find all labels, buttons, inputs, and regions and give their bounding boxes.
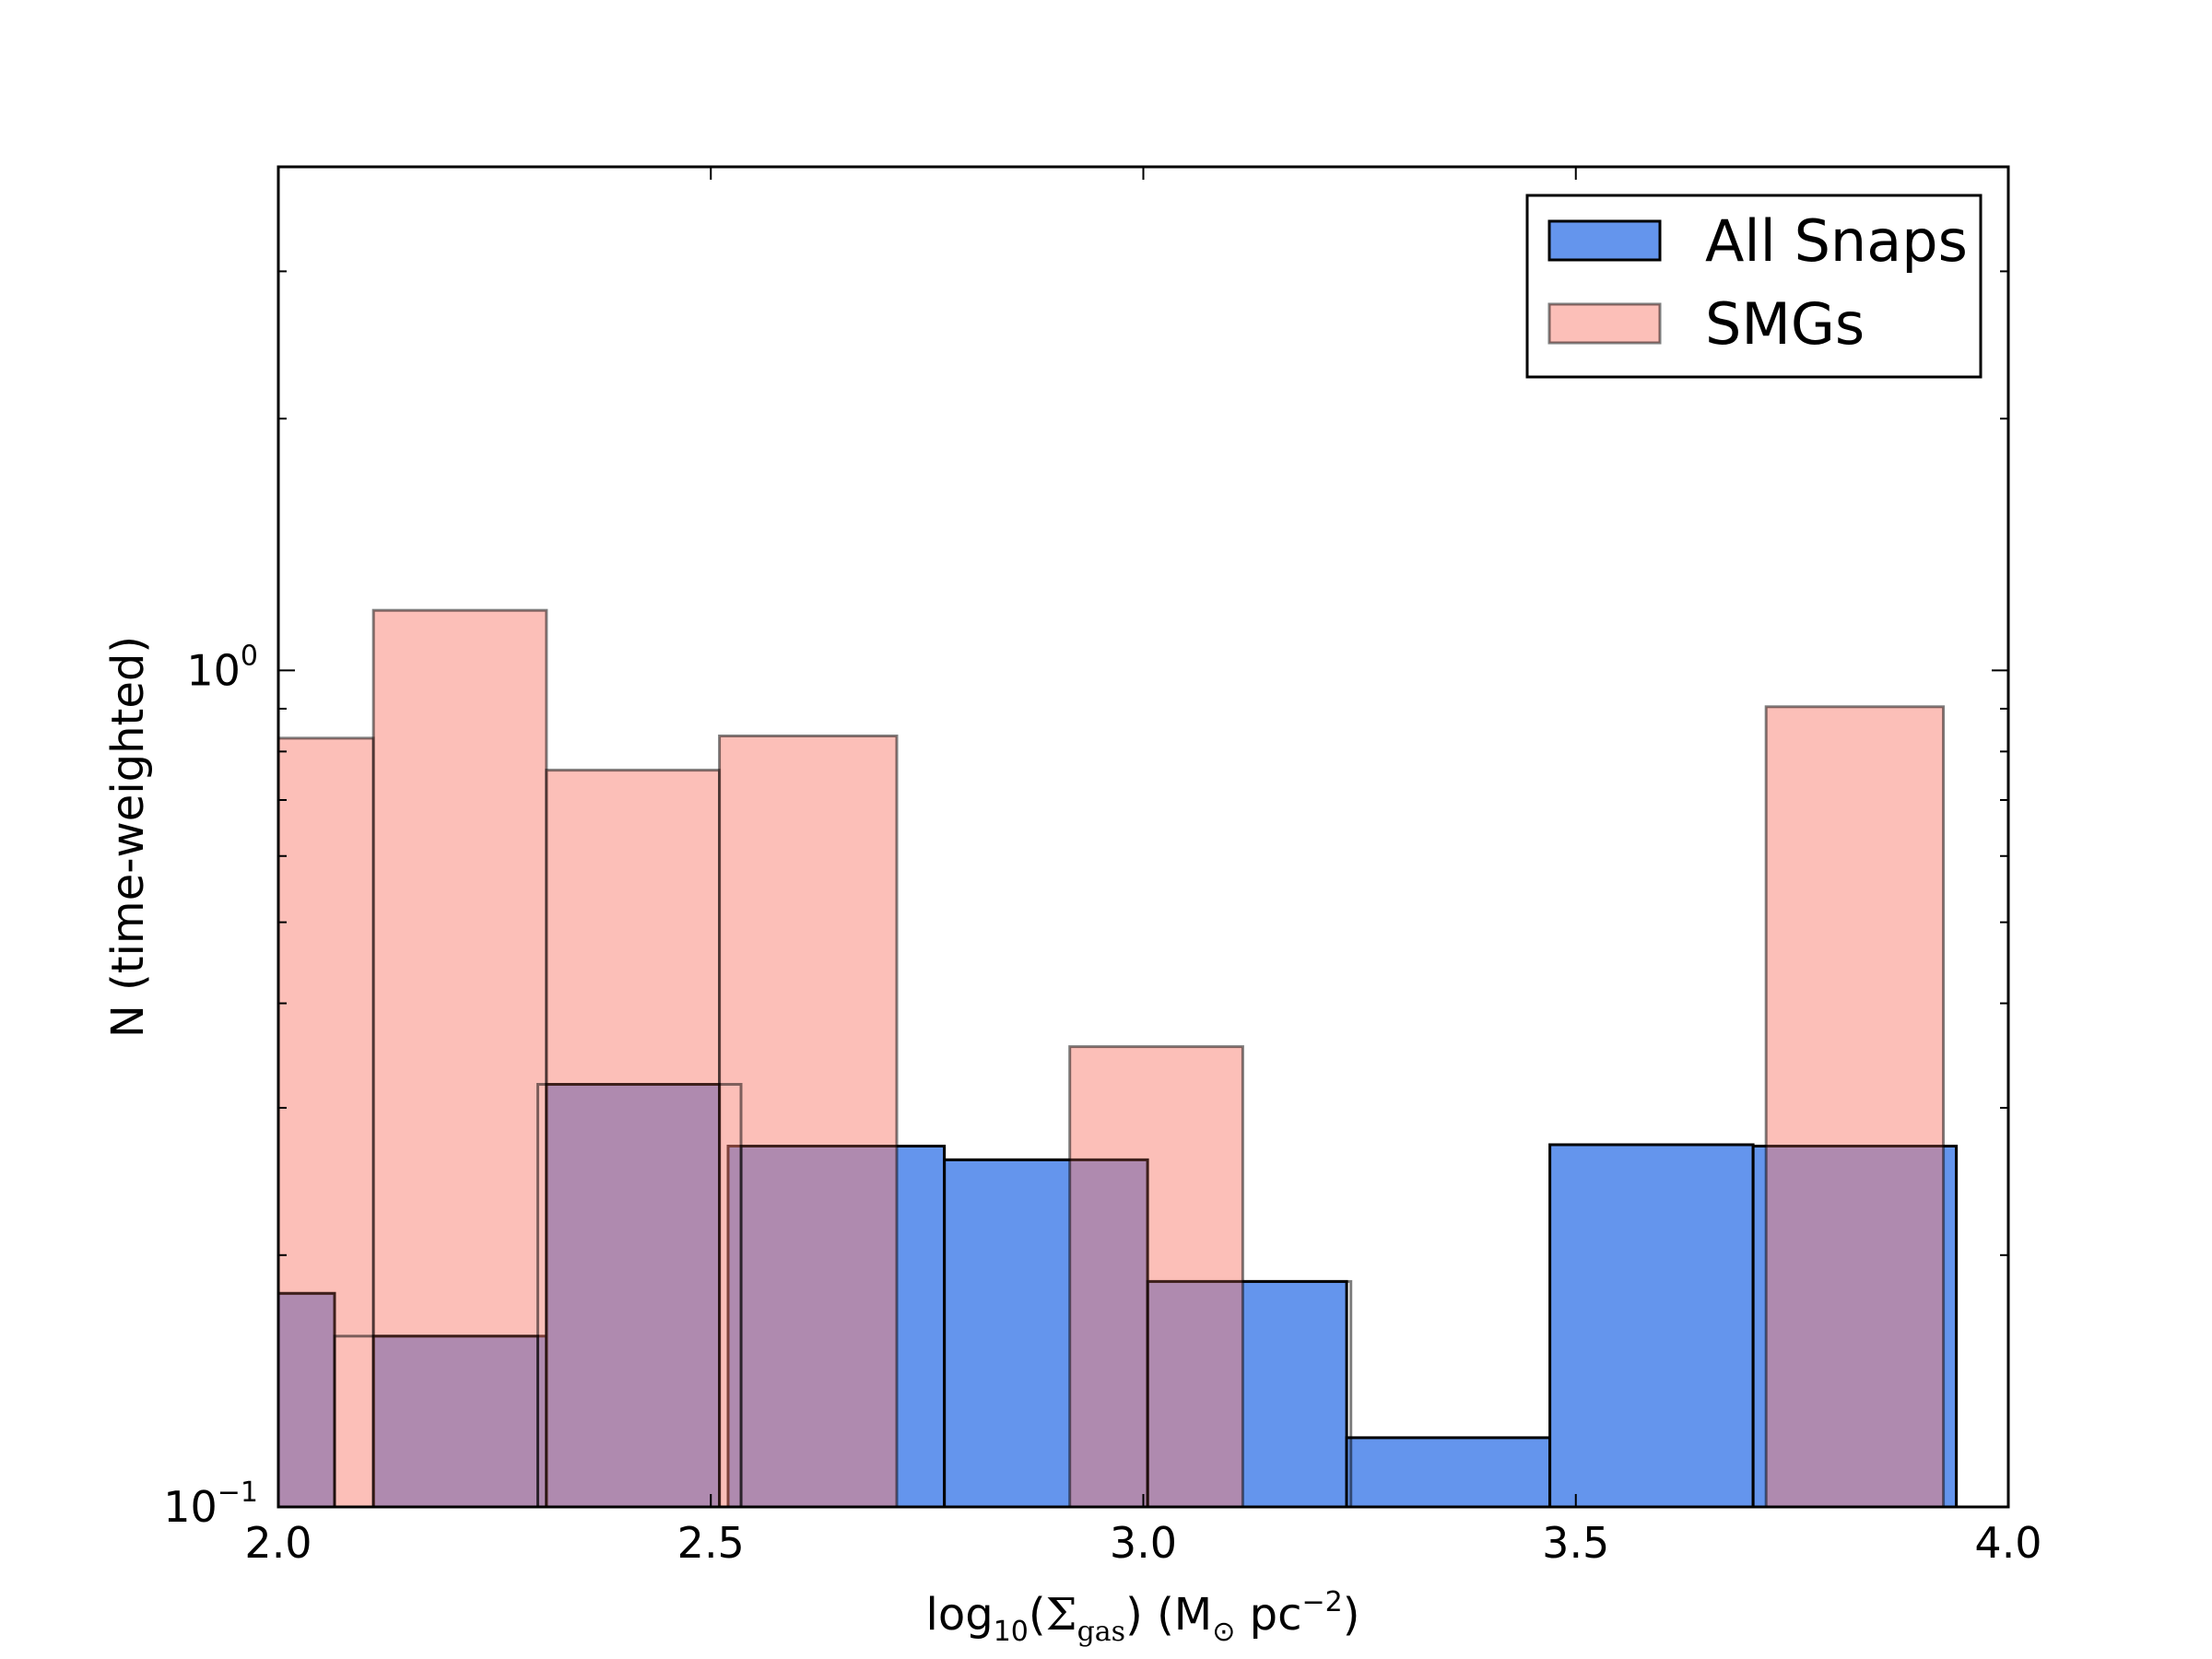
bar-series2-bin2 [536,1083,743,1507]
y-tick-label-1: 100 [186,640,258,695]
bar-series2-bin6 [1751,1145,1959,1507]
bar-series0-bin6 [1345,1436,1551,1507]
x-tick-label-4: 4.0 [1974,1518,2041,1568]
legend-swatch-smgs [1547,302,1662,345]
y-axis-label: N (time-weighted) [102,636,154,1038]
bar-series0-bin7 [1548,1143,1755,1507]
x-axis-label: log10(Σgas) (M⊙ pc−2) [926,1586,1360,1648]
plot-frame [276,165,2010,1509]
x-tick-label-2: 3.0 [1110,1518,1177,1568]
bar-series2-bin0 [278,1291,336,1507]
bar-series2-bin4 [943,1158,1149,1507]
legend-swatch-all-snaps [1547,219,1662,262]
legend: All Snaps SMGs [1525,194,1983,379]
bar-series2-bin5 [1146,1279,1353,1507]
y-tick-label-0: 10−1 [163,1477,258,1532]
bar-series1-bin1 [371,608,548,1507]
bar-series1-bin5 [1764,705,1946,1507]
legend-label-all-snaps: All Snaps [1705,207,1968,275]
bar-series1-bin4 [1068,1045,1244,1507]
x-tick-label-3: 3.5 [1542,1518,1609,1568]
x-tick-label-1: 2.5 [677,1518,745,1568]
x-tick-label-0: 2.0 [244,1518,312,1568]
bar-series1-bin3 [718,735,899,1507]
bar-series1-bin2 [545,769,722,1507]
bars-layer [278,608,1959,1507]
legend-label-smgs: SMGs [1705,290,1865,358]
bar-series2-bin3 [739,1145,947,1507]
tick-labels-layer: 2.0 2.5 3.0 3.5 4.0 10−1 100 [163,640,2041,1568]
bar-series2-bin1 [333,1335,539,1507]
